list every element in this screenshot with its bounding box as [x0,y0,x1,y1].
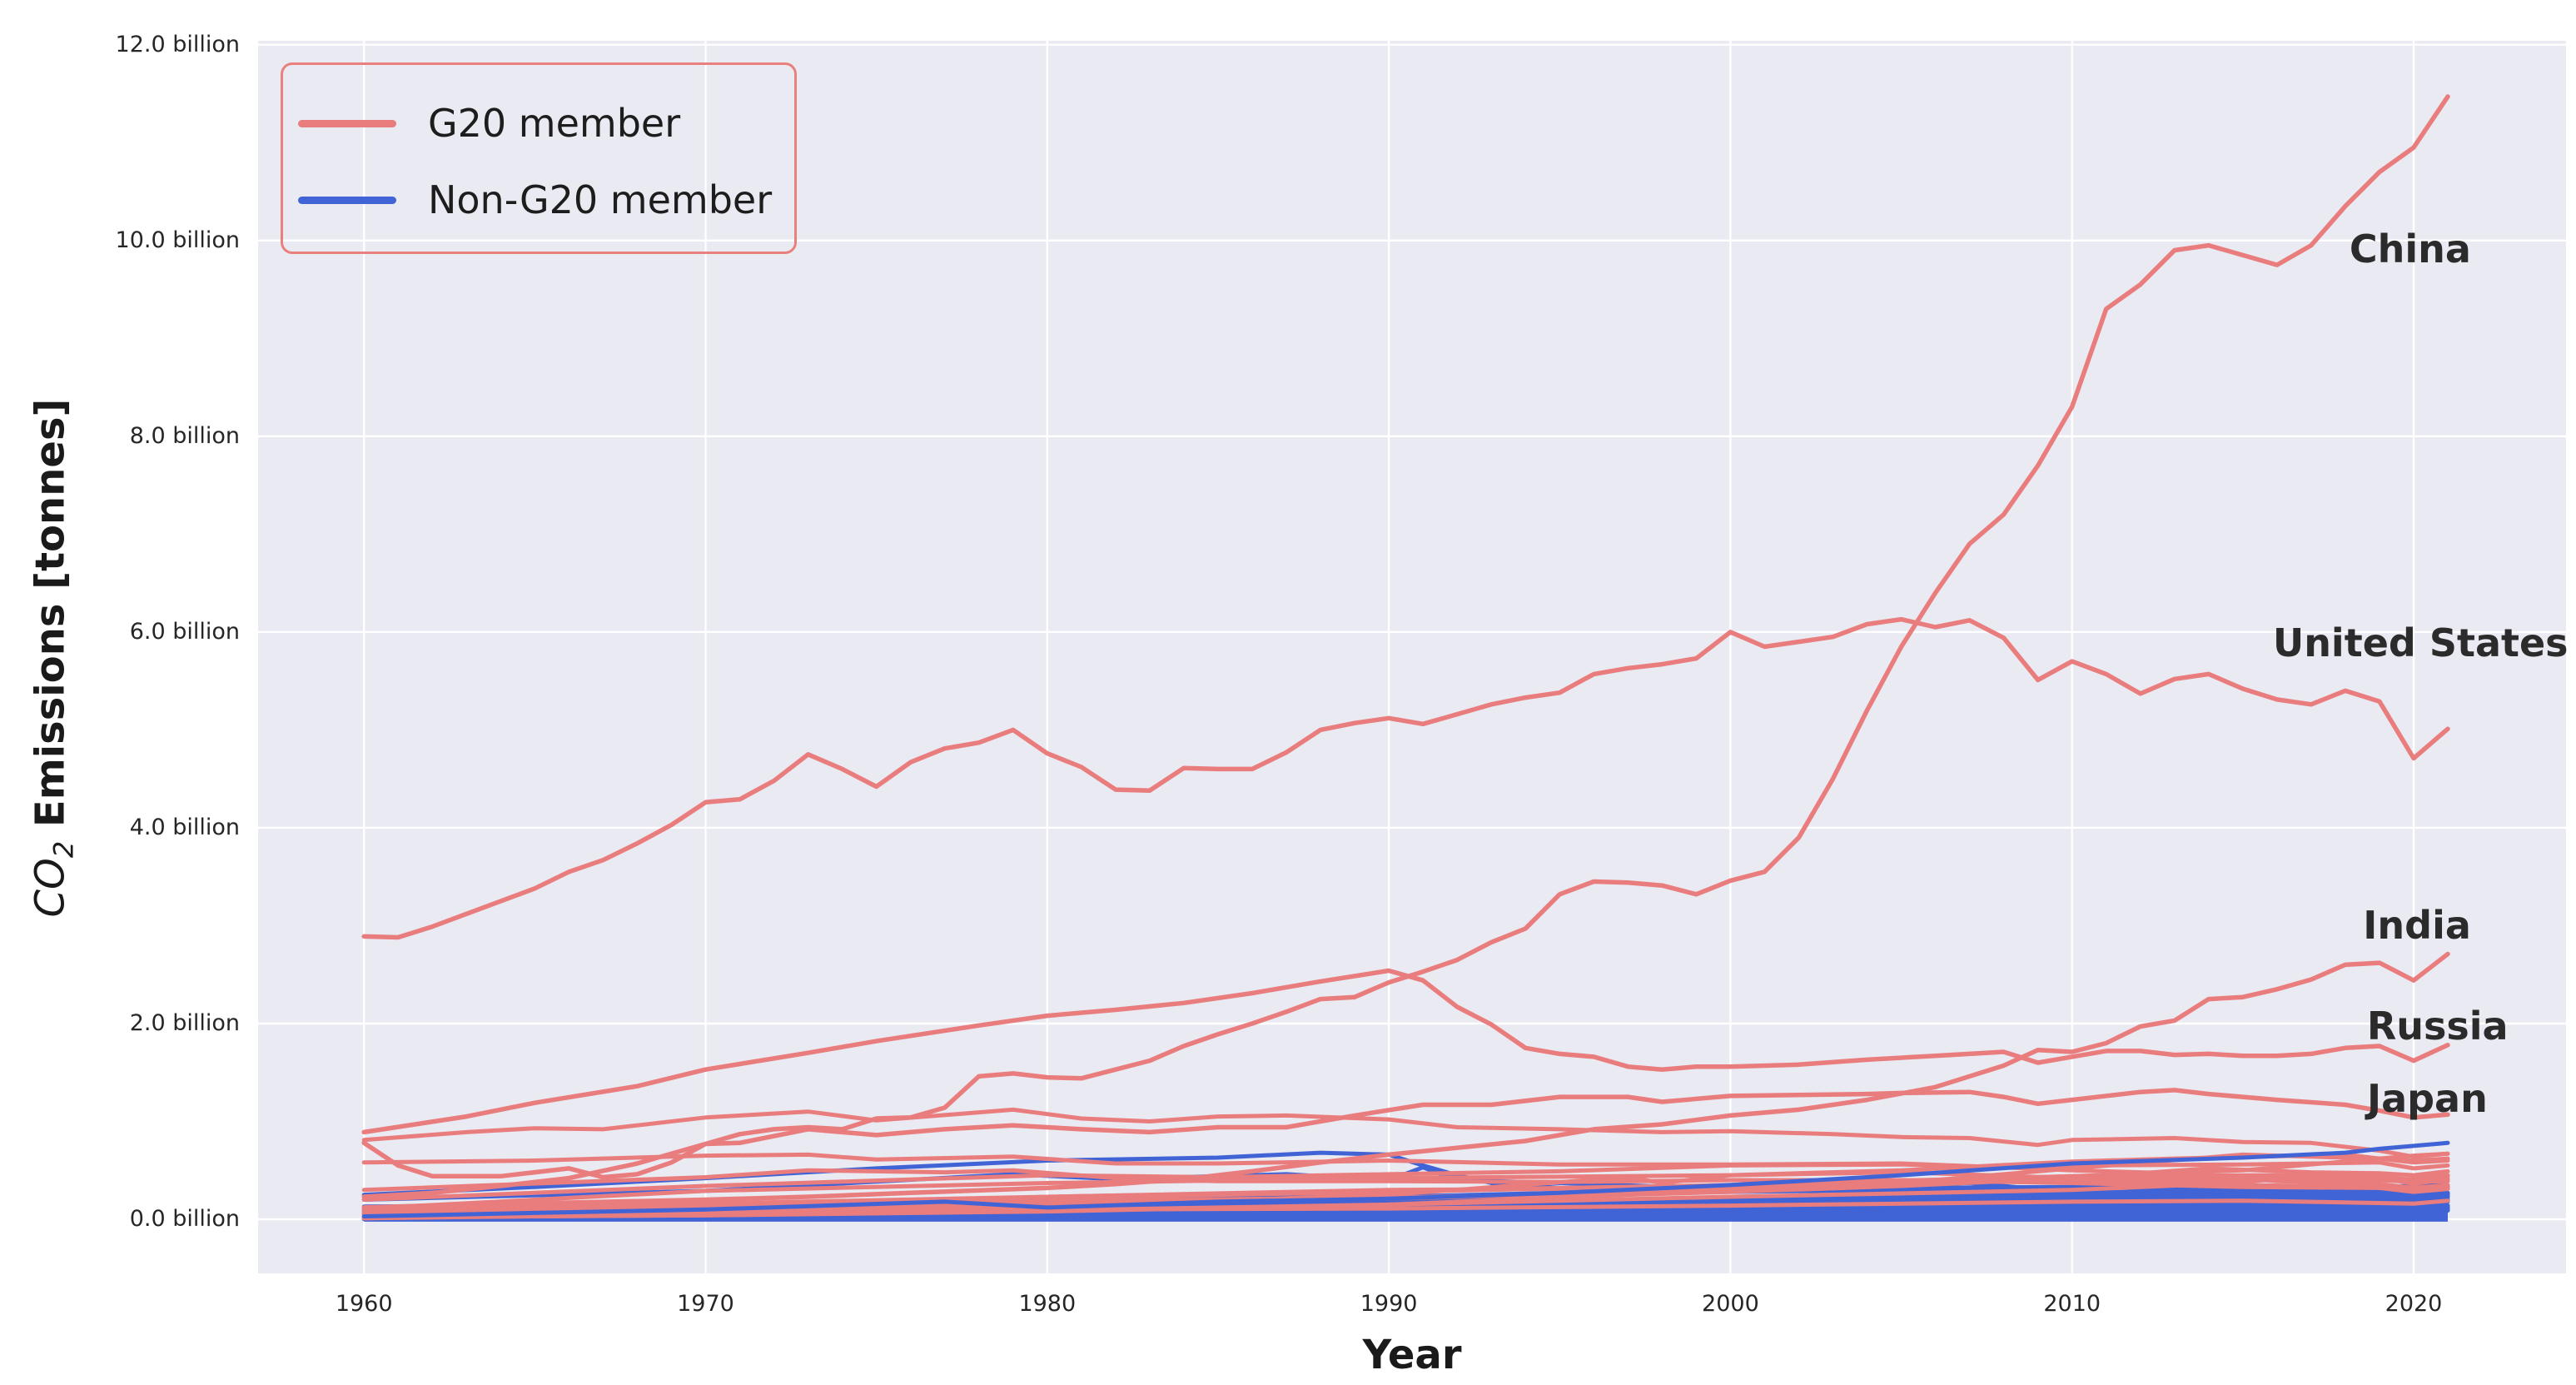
series-g20-line-10 [361,1160,2450,1202]
x-tick-label: 1970 [677,1291,734,1317]
annotation-united-states: United States [2272,620,2569,665]
x-tick-label: 2010 [2043,1291,2101,1317]
legend-label-g20: G20 member [428,101,681,146]
series-g20-line-07 [361,1168,2450,1194]
non-g20-line-swatch [298,196,396,204]
annotation-russia: Russia [2366,1004,2509,1049]
series-Russia [361,968,2450,1135]
annotation-china: China [2349,227,2471,272]
x-tick-label: 1960 [335,1291,393,1317]
y-tick-label: 4.0 billion [129,814,240,840]
x-tick-label: 2000 [1702,1291,1759,1317]
series-United States [361,616,2450,940]
y-tick-label: 2.0 billion [129,1009,240,1036]
legend: G20 member Non-G20 member [281,62,797,254]
series-g20-line-09 [361,1152,2450,1190]
y-tick-label: 8.0 billion [129,422,240,449]
y-axis-title-math: CO2 [27,840,80,918]
chart-canvas [258,41,2566,1273]
annotation-japan: Japan [2366,1076,2488,1122]
series-non-g20-line-20 [361,1140,2450,1218]
series-g20-line-14 [361,1107,2450,1159]
legend-item-g20: G20 member [283,85,794,162]
x-tick-label: 1990 [1360,1291,1418,1317]
legend-item-non-g20: Non-G20 member [283,162,794,238]
g20-line-swatch [298,119,396,127]
y-tick-label: 10.0 billion [115,227,240,253]
series-India [361,951,2450,1210]
x-tick-label: 1980 [1018,1291,1077,1317]
series-China [361,94,2450,1180]
y-tick-label: 12.0 billion [115,31,240,57]
legend-label-non-g20: Non-G20 member [428,177,773,222]
x-tick-label: 2020 [2385,1291,2443,1317]
x-axis-title: Year [1362,1332,1462,1378]
y-tick-label: 0.0 billion [129,1206,240,1232]
plot-area [258,41,2566,1273]
y-tick-label: 6.0 billion [129,618,240,645]
series-Japan [361,1088,2450,1199]
annotation-india: India [2363,903,2471,949]
